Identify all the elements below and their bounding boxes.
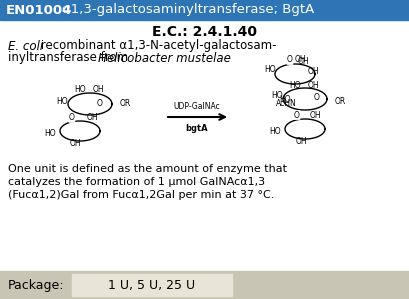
Text: Helicobacter mustelae: Helicobacter mustelae xyxy=(98,51,230,65)
Text: catalyzes the formation of 1 μmol GalNAcα1,3: catalyzes the formation of 1 μmol GalNAc… xyxy=(8,177,265,187)
Text: O: O xyxy=(286,56,292,65)
Text: HO: HO xyxy=(270,91,282,100)
Text: OH: OH xyxy=(306,68,318,77)
Text: 1 U, 5 U, 25 U: 1 U, 5 U, 25 U xyxy=(108,278,195,292)
Text: HO: HO xyxy=(56,97,67,106)
Text: HO: HO xyxy=(74,86,85,94)
Text: OH: OH xyxy=(92,86,103,94)
Text: One unit is defined as the amount of enzyme that: One unit is defined as the amount of enz… xyxy=(8,164,286,174)
Text: E. coli: E. coli xyxy=(8,39,43,53)
Text: AcHN: AcHN xyxy=(276,98,296,108)
Bar xyxy=(0,0,409,20)
Text: HO: HO xyxy=(263,65,275,74)
Text: OR: OR xyxy=(120,100,131,109)
Text: HO: HO xyxy=(44,129,56,138)
Text: OH: OH xyxy=(294,56,305,65)
Bar xyxy=(0,271,409,299)
Text: OH: OH xyxy=(308,111,320,120)
Text: UDP-GalNAc: UDP-GalNAc xyxy=(173,102,220,111)
Text: OH: OH xyxy=(69,140,81,149)
Text: α1,3-galactosaminyltransferase; BgtA: α1,3-galactosaminyltransferase; BgtA xyxy=(62,4,313,16)
Text: HO: HO xyxy=(279,95,290,104)
Text: HO: HO xyxy=(288,80,300,89)
Text: EN01004: EN01004 xyxy=(6,4,72,16)
Text: Package:: Package: xyxy=(8,278,64,292)
Text: bgtA: bgtA xyxy=(185,124,208,133)
Text: recombinant α1,3-N-acetyl-galactosam-: recombinant α1,3-N-acetyl-galactosam- xyxy=(37,39,276,53)
Text: (Fucα1,2)Gal from Fucα1,2Gal per min at 37 °C.: (Fucα1,2)Gal from Fucα1,2Gal per min at … xyxy=(8,190,274,200)
Text: OH: OH xyxy=(297,57,308,65)
Text: O: O xyxy=(69,114,75,123)
Text: O: O xyxy=(293,111,299,120)
Text: HO: HO xyxy=(269,126,280,135)
Text: inyltransferase from: inyltransferase from xyxy=(8,51,132,65)
Text: OH: OH xyxy=(306,80,318,89)
Text: O: O xyxy=(97,100,103,109)
Text: E.C.: 2.4.1.40: E.C.: 2.4.1.40 xyxy=(152,25,257,39)
Text: O: O xyxy=(97,100,103,109)
Bar xyxy=(72,274,231,296)
Text: OR: OR xyxy=(334,97,346,106)
Text: OH: OH xyxy=(294,138,306,147)
Text: OH: OH xyxy=(86,114,98,123)
Text: O: O xyxy=(313,92,319,101)
